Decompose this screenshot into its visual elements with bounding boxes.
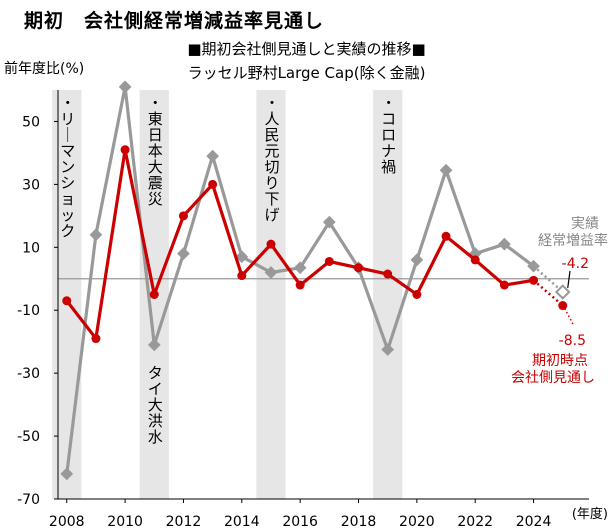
forecast-annotation-line2: 会社側見通し bbox=[511, 370, 595, 386]
series-line-actual-latest bbox=[532, 265, 564, 293]
y-tick-label: -70 bbox=[17, 492, 40, 508]
actual-point bbox=[293, 261, 307, 275]
actual-point bbox=[147, 338, 161, 352]
actual-estimate-leader bbox=[567, 270, 571, 289]
y-tick-label: -50 bbox=[17, 429, 40, 445]
forecast-point bbox=[441, 231, 451, 241]
actual-point bbox=[381, 343, 395, 356]
actual-point bbox=[118, 80, 132, 94]
y-tick-label: 30 bbox=[22, 177, 40, 193]
series-layer bbox=[60, 80, 571, 481]
forecast-point bbox=[324, 256, 334, 266]
actual-point bbox=[206, 149, 219, 163]
forecast-point bbox=[62, 296, 72, 306]
forecast-point bbox=[120, 145, 130, 155]
forecast-annotation-line1: 期初時点 bbox=[532, 352, 588, 369]
actual-point bbox=[177, 247, 190, 260]
forecast-point bbox=[91, 334, 101, 344]
event-band-2019 bbox=[373, 90, 403, 499]
actual-point bbox=[60, 467, 74, 481]
axes-layer: 50 30 10 -10 -30 -50 -70 2008 2010 2012 2014 2016 20… bbox=[17, 90, 608, 530]
actual-annotation-line2: 経常増益率 bbox=[538, 232, 608, 249]
actual-point bbox=[439, 163, 453, 177]
event-label: ・リ｜マンショック bbox=[60, 94, 75, 240]
actual-point bbox=[235, 250, 249, 264]
forecast-point bbox=[470, 255, 480, 265]
x-tick-label: 2018 bbox=[341, 514, 377, 530]
actual-point bbox=[322, 215, 336, 229]
forecast-point bbox=[266, 239, 276, 249]
event-label: ・人民元切り下げ bbox=[264, 94, 279, 224]
forecast-point bbox=[237, 271, 247, 281]
y-tick-label: -30 bbox=[17, 366, 40, 382]
x-tick-label: 2024 bbox=[516, 514, 552, 530]
forecast-point bbox=[558, 301, 568, 311]
x-tick-label: 2022 bbox=[457, 514, 493, 530]
forecast-value-label: -8.5 bbox=[559, 333, 586, 349]
forecast-point bbox=[529, 275, 539, 285]
chart-title: 期初 会社側経常増減益率見通し bbox=[24, 10, 325, 32]
chart-subtitle-universe: ラッセル野村Large Cap(除く金融) bbox=[187, 64, 426, 82]
x-tick-label: 2016 bbox=[282, 514, 318, 530]
y-tick-label: 10 bbox=[22, 240, 40, 256]
actual-estimate-value-label: -4.2 bbox=[562, 256, 589, 272]
actual-point bbox=[264, 266, 278, 279]
y-tick-label: 50 bbox=[22, 114, 40, 130]
forecast-point bbox=[208, 179, 218, 189]
event-band-2015 bbox=[256, 90, 286, 499]
forecast-point bbox=[412, 290, 422, 299]
forecast-point bbox=[178, 211, 188, 221]
forecast-point bbox=[499, 280, 509, 290]
series-line-actual bbox=[65, 85, 535, 474]
forecast-point bbox=[149, 290, 159, 299]
forecast-point bbox=[295, 280, 305, 290]
event-band-2008 bbox=[52, 90, 82, 499]
forecast-point bbox=[383, 269, 393, 279]
actual-annotation-line1: 実績 bbox=[571, 216, 599, 232]
series-line-forecast-latest bbox=[532, 279, 564, 307]
x-tick-label: 2014 bbox=[224, 514, 260, 530]
x-tick-label: 2008 bbox=[49, 514, 85, 530]
forecast-value-leader bbox=[564, 308, 575, 327]
y-tick-label: -10 bbox=[17, 303, 40, 319]
x-tick-label: 2012 bbox=[166, 514, 202, 530]
event-shading-layer bbox=[52, 90, 403, 499]
x-tick-label: 2010 bbox=[107, 514, 143, 530]
event-label: ・コロナ禍 bbox=[381, 94, 396, 176]
x-axis-unit-label: (年度) bbox=[572, 506, 608, 522]
event-label: ・東日本大震災 bbox=[148, 94, 163, 208]
actual-point bbox=[89, 228, 103, 242]
forecast-point bbox=[354, 263, 364, 273]
chart-subtitle: ■期初会社側見通しと実績の推移■ bbox=[187, 40, 426, 58]
actual-point bbox=[410, 253, 424, 267]
y-axis-unit-label: 前年度比(%) bbox=[4, 61, 85, 77]
actual-point bbox=[498, 237, 511, 251]
x-tick-label: 2020 bbox=[399, 514, 435, 530]
actual-estimate-point bbox=[554, 284, 571, 300]
event-label-secondary: タイ大洪水 bbox=[148, 364, 163, 446]
